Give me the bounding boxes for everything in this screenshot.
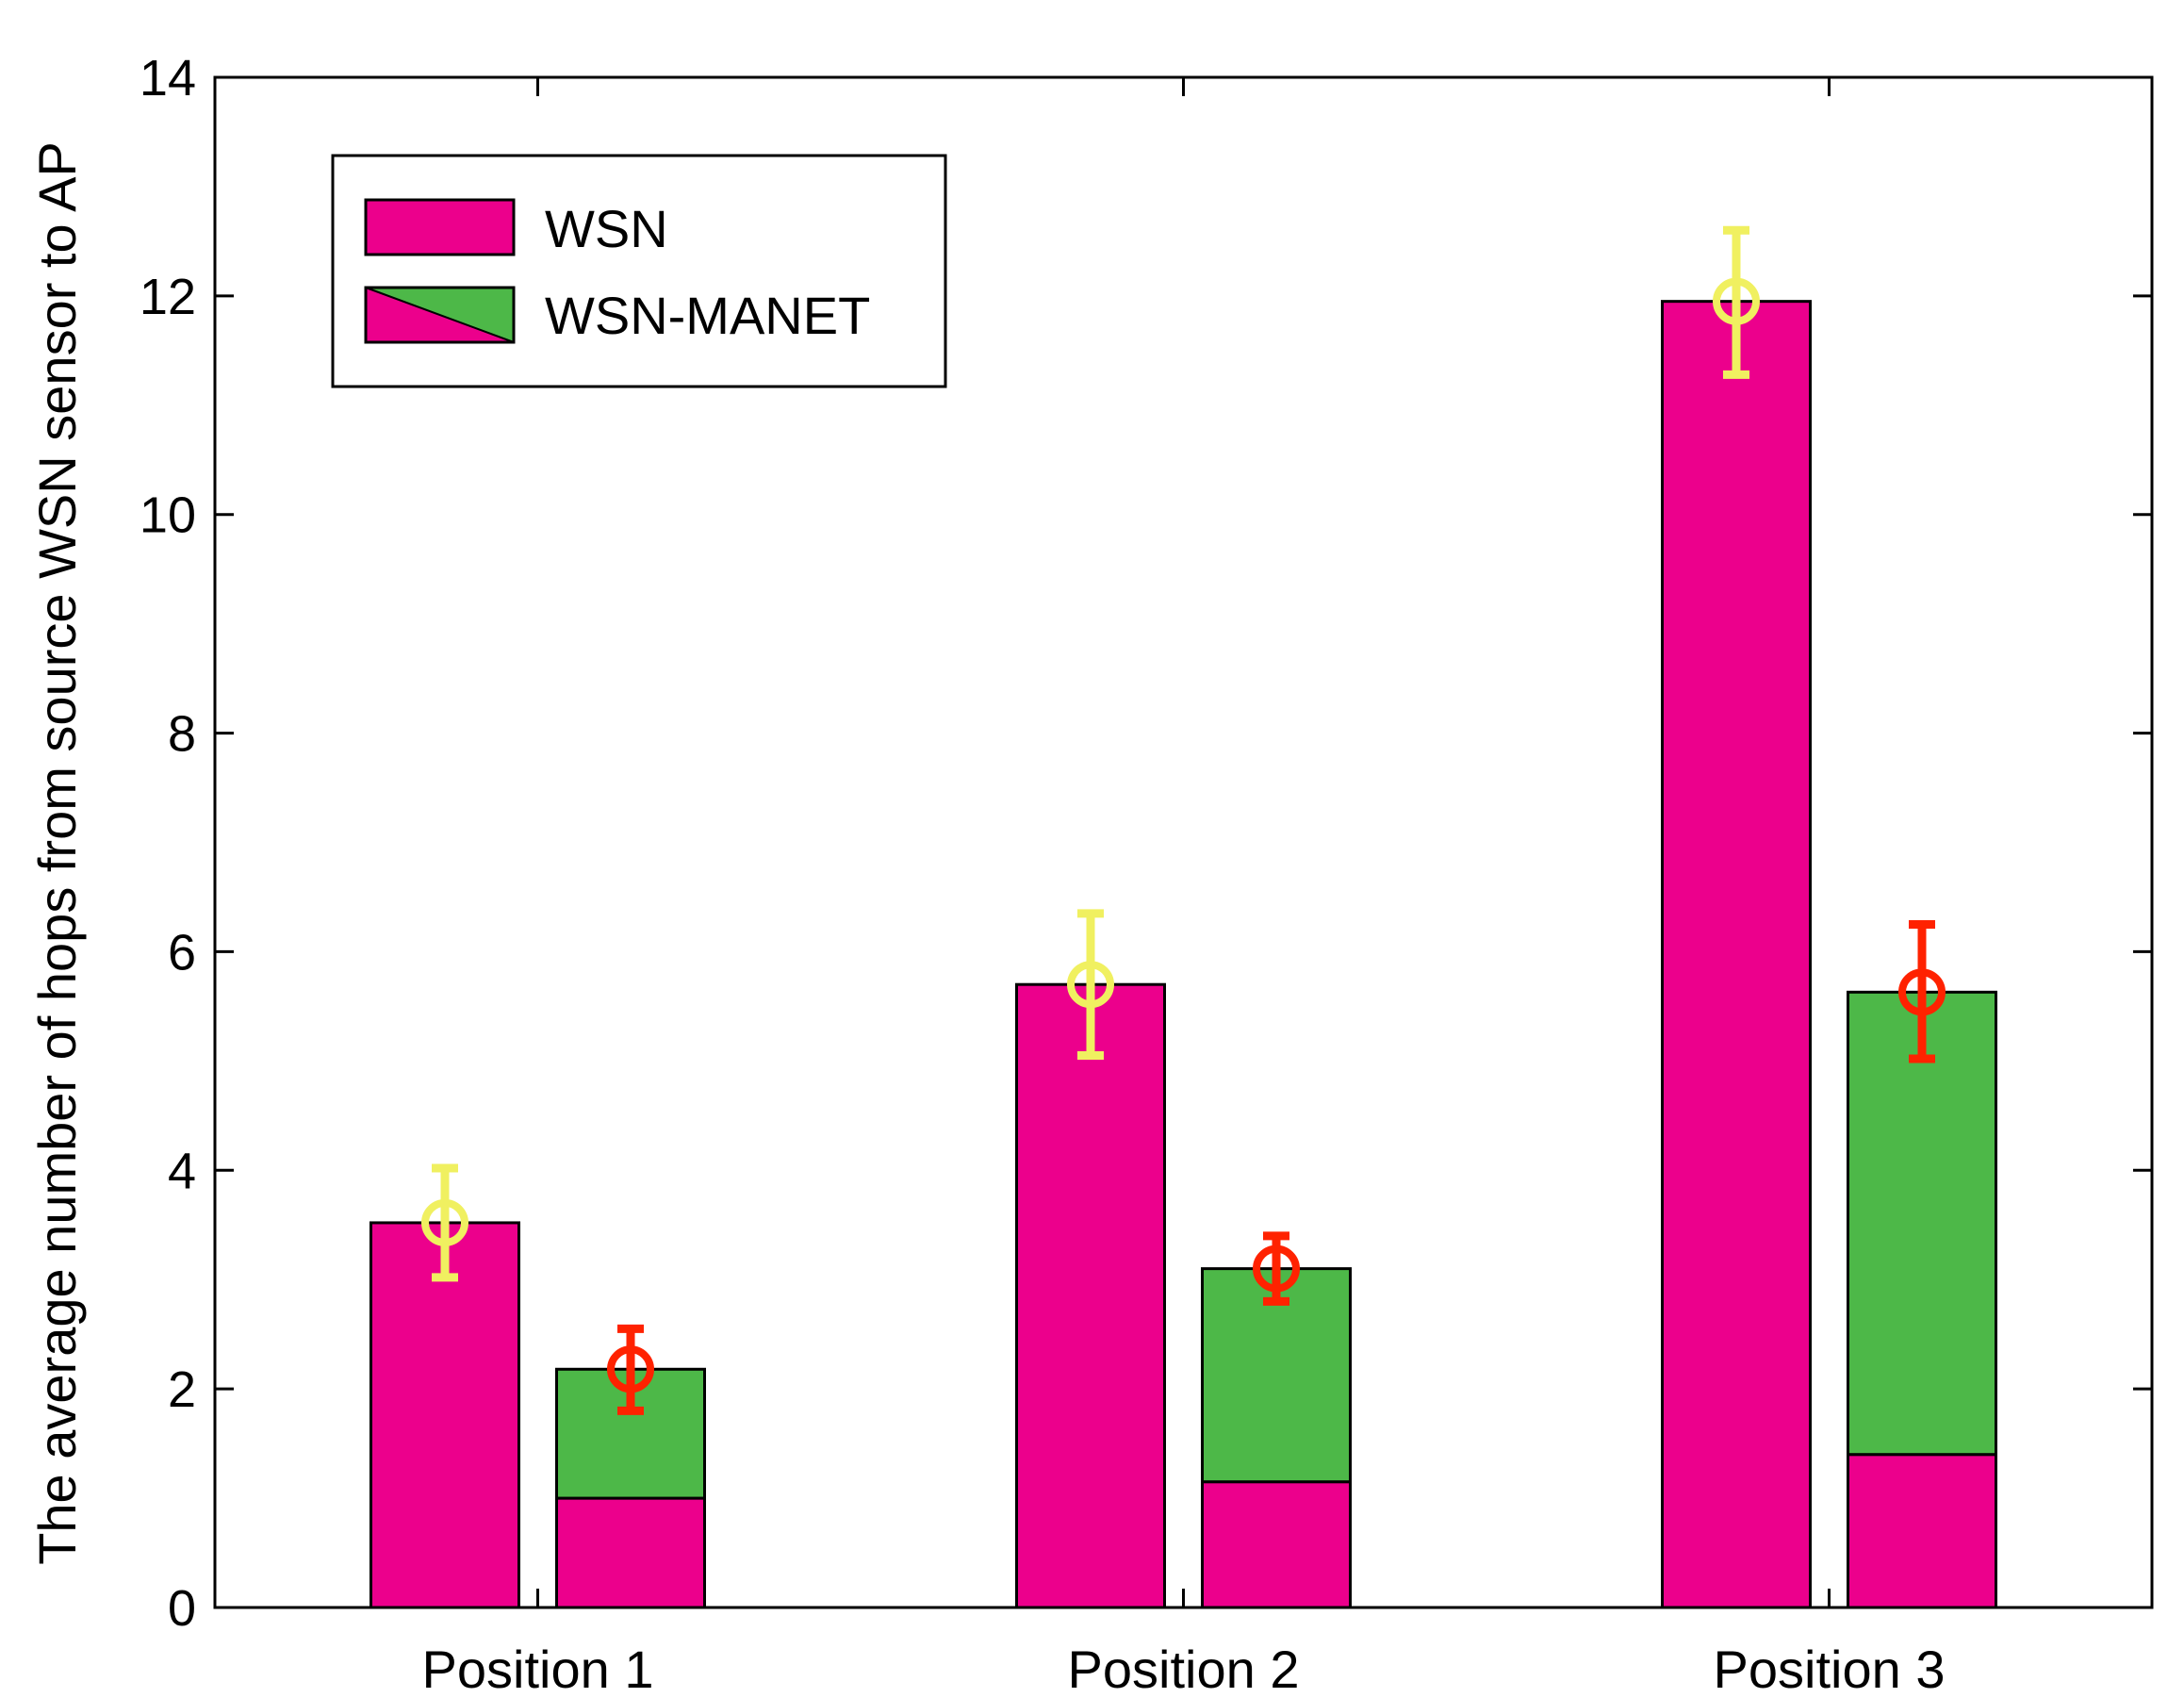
bar-segment bbox=[1847, 990, 1997, 1457]
bar-segment bbox=[1661, 300, 1812, 1609]
mean-marker bbox=[1898, 968, 1946, 1016]
legend-label-wsn: WSN bbox=[545, 199, 668, 258]
x-category-label: Position 2 bbox=[1068, 1640, 1300, 1698]
legend-box bbox=[331, 154, 947, 388]
labels-layer: 0 2 4 6 8 10 12 14 Position 1 Position 2 Position … bbox=[140, 50, 1946, 1698]
x-category-label: Position 1 bbox=[422, 1640, 654, 1698]
ticks-layer bbox=[215, 75, 2152, 1609]
y-tick-label: 6 bbox=[168, 924, 196, 981]
bar-segment bbox=[1847, 1453, 1997, 1609]
y-tick-label: 0 bbox=[168, 1580, 196, 1637]
bar-segment bbox=[1201, 1480, 1352, 1609]
mean-marker bbox=[421, 1198, 468, 1246]
bars-layer bbox=[369, 300, 1997, 1609]
y-tick-label: 14 bbox=[140, 50, 196, 107]
legend-swatch-wsn-manet bbox=[364, 286, 516, 344]
bar-segment bbox=[1015, 982, 1166, 1609]
mean-marker bbox=[1067, 961, 1114, 1009]
y-tick-label: 4 bbox=[168, 1143, 196, 1199]
y-tick-label: 8 bbox=[168, 706, 196, 763]
bar-segment bbox=[369, 1221, 520, 1609]
y-tick-label: 12 bbox=[140, 269, 196, 325]
mean-marker bbox=[1253, 1245, 1300, 1293]
x-category-label: Position 3 bbox=[1714, 1640, 1946, 1698]
error-bars-layer bbox=[421, 225, 1946, 1415]
mean-marker bbox=[607, 1345, 654, 1393]
legend-label-wsn-manet: WSN-MANET bbox=[545, 286, 870, 345]
y-tick-label: 10 bbox=[140, 487, 196, 544]
y-axis-title: The average number of hops from source W… bbox=[27, 141, 87, 1565]
mean-marker bbox=[1713, 277, 1760, 325]
legend-swatch-wsn bbox=[364, 198, 516, 256]
bar-segment bbox=[555, 1496, 706, 1609]
y-tick-label: 2 bbox=[168, 1361, 196, 1418]
legend: WSN WSN-MANET bbox=[331, 154, 947, 388]
